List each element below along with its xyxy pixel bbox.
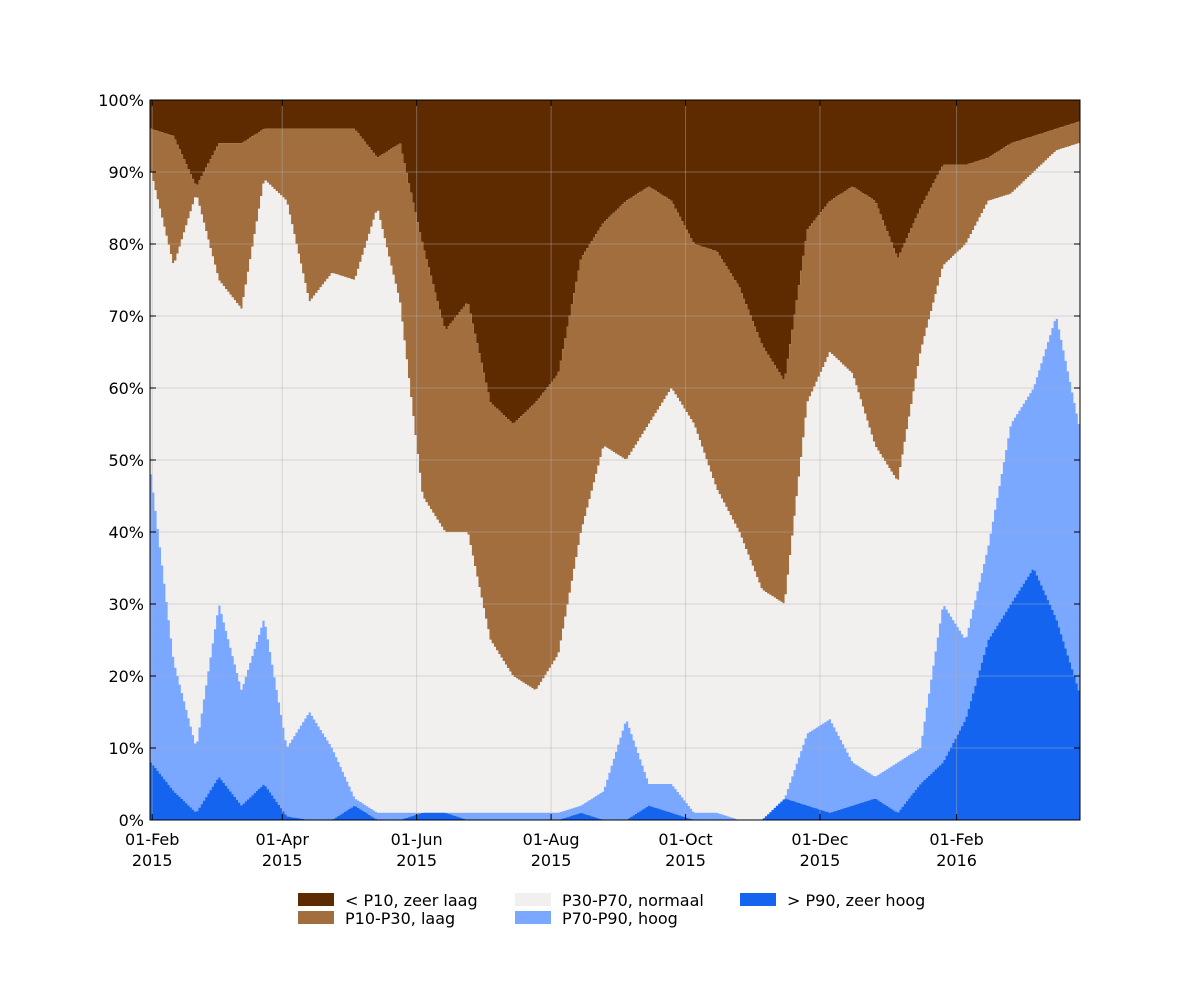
x-tick-label-year: 2015 (396, 851, 437, 870)
x-tick-label-month: 01-Feb (125, 830, 179, 849)
y-tick-label: 70% (108, 307, 144, 326)
y-tick-label: 90% (108, 163, 144, 182)
x-tick-label-month: 01-Oct (658, 830, 712, 849)
x-tick-label-month: 01-Dec (791, 830, 848, 849)
legend-swatch (740, 893, 776, 906)
y-tick-label: 0% (119, 811, 144, 830)
y-axis: 0% 10% 20% 30% 40% 50% 60% 70% 80% 90% 100% (98, 91, 1080, 830)
x-tick-label-year: 2015 (800, 851, 841, 870)
x-tick-label-year: 2015 (665, 851, 706, 870)
x-tick-label-year: 2015 (531, 851, 572, 870)
y-tick-label: 80% (108, 235, 144, 254)
x-tick-label-month: 01-Apr (255, 830, 309, 849)
y-tick-label: 10% (108, 739, 144, 758)
legend-label: P30-P70, normaal (562, 891, 704, 910)
plot-area (150, 100, 1080, 820)
series-area-p30-p70-normaal (150, 143, 1080, 820)
x-axis: 01-Feb 2015 01-Apr 2015 01-Jun 2015 01-Aug 2015… (125, 100, 984, 870)
x-tick-label-year: 2016 (936, 851, 977, 870)
y-tick-label: 30% (108, 595, 144, 614)
legend-swatch (298, 911, 334, 924)
legend-label: > P90, zeer hoog (787, 891, 925, 910)
legend-swatch (515, 911, 551, 924)
y-tick-label: 50% (108, 451, 144, 470)
series-area-p90-zeer-hoog (150, 569, 1080, 820)
x-tick-label-month: 01-Feb (929, 830, 983, 849)
legend-label: < P10, zeer laag (345, 891, 478, 910)
x-tick-label-month: 01-Jun (391, 830, 443, 849)
x-tick-label-year: 2015 (262, 851, 303, 870)
legend-swatch (298, 893, 334, 906)
y-tick-label: 40% (108, 523, 144, 542)
series-area-p10-p30-laag (150, 121, 1080, 690)
legend-label: P10-P30, laag (345, 909, 455, 928)
y-tick-label: 100% (98, 91, 144, 110)
legend-label: P70-P90, hoog (562, 909, 678, 928)
y-tick-label: 20% (108, 667, 144, 686)
series-area-p10-zeer-laag (150, 100, 1080, 424)
y-tick-label: 60% (108, 379, 144, 398)
series-area-p70-p90-hoog (150, 318, 1080, 820)
x-tick-label-month: 01-Aug (523, 830, 580, 849)
legend-swatch (515, 893, 551, 906)
x-tick-label-year: 2015 (132, 851, 173, 870)
